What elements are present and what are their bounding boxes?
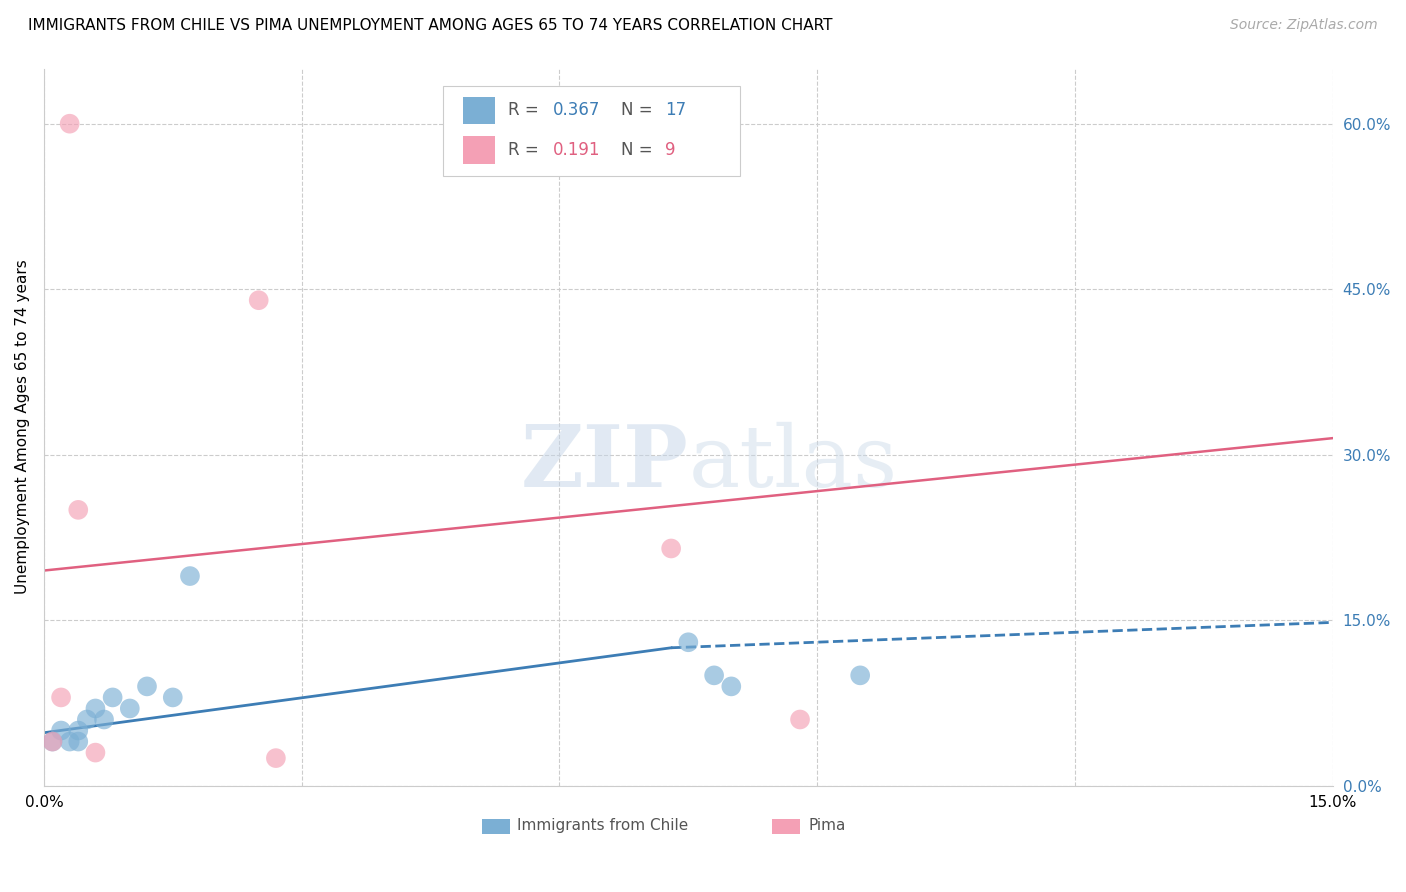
Text: R =: R = (508, 102, 538, 120)
Text: 17: 17 (665, 102, 686, 120)
Point (84, 746, 107, 760)
Text: N =: N = (621, 102, 652, 120)
Point (59, 734, 82, 748)
Point (76, 713, 98, 727)
Text: IMMIGRANTS FROM CHILE VS PIMA UNEMPLOYMENT AMONG AGES 65 TO 74 YEARS CORRELATION: IMMIGRANTS FROM CHILE VS PIMA UNEMPLOYME… (28, 18, 832, 33)
Point (659, 541, 682, 556)
Text: 0.191: 0.191 (553, 141, 600, 159)
Point (67, 503, 90, 517)
Point (789, 713, 811, 727)
Point (67, 723, 90, 738)
Point (59, 117, 82, 131)
FancyBboxPatch shape (443, 87, 740, 176)
Point (247, 293, 270, 308)
Text: 0.367: 0.367 (553, 102, 600, 120)
Point (720, 679, 742, 693)
Text: N =: N = (621, 141, 652, 159)
Point (41, 734, 63, 748)
Bar (463, 97, 495, 124)
Point (849, 668, 872, 682)
Text: Immigrants from Chile: Immigrants from Chile (517, 818, 688, 832)
Point (93, 713, 115, 727)
Point (84, 701, 107, 715)
Point (41, 734, 63, 748)
Point (49, 690, 72, 705)
Point (136, 679, 159, 693)
Bar (482, 819, 510, 834)
Point (162, 690, 184, 705)
Text: Pima: Pima (808, 818, 845, 832)
Text: 9: 9 (665, 141, 676, 159)
Point (118, 701, 141, 715)
Point (703, 668, 725, 682)
Point (101, 690, 124, 705)
Text: atlas: atlas (689, 421, 897, 505)
Point (67, 734, 90, 748)
Bar (463, 136, 495, 164)
Point (678, 635, 700, 649)
Text: R =: R = (508, 141, 538, 159)
Point (49, 723, 72, 738)
Bar (772, 819, 800, 834)
Text: ZIP: ZIP (520, 421, 689, 505)
Point (264, 751, 287, 765)
Y-axis label: Unemployment Among Ages 65 to 74 years: Unemployment Among Ages 65 to 74 years (15, 260, 30, 594)
Point (179, 569, 201, 583)
Text: Source: ZipAtlas.com: Source: ZipAtlas.com (1230, 18, 1378, 32)
